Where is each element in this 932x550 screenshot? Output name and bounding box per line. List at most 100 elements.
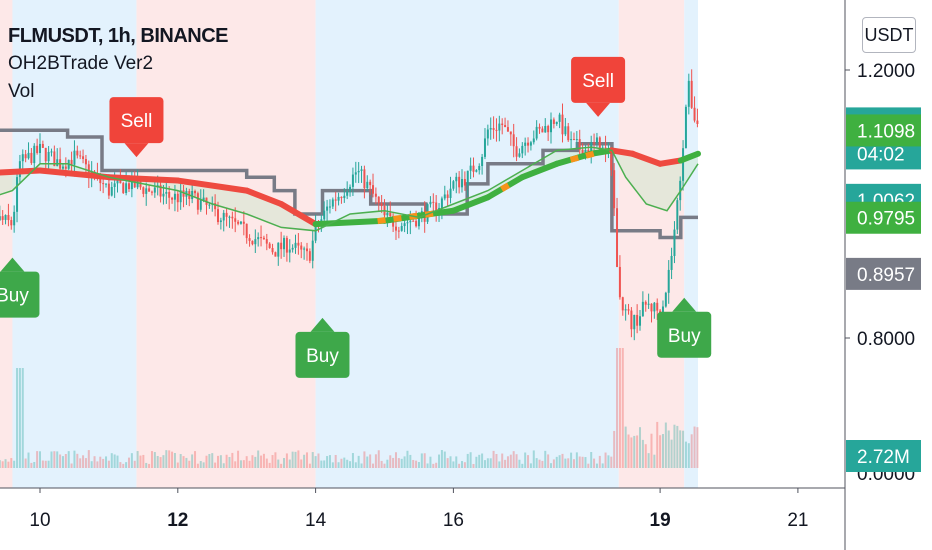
candle-body [349,186,352,192]
volume-bar [1,461,4,468]
candle-body [489,128,492,130]
candle-body [225,212,228,217]
candle-body [664,292,667,307]
candle-body [567,126,570,141]
candle-body [231,216,234,219]
volume-bar [323,460,326,468]
volume-bar [234,461,237,468]
volume-bar [593,458,596,468]
volume-bar [664,422,667,468]
volume-bar [598,455,601,468]
candle-body [41,143,44,148]
volume-bar [354,462,357,468]
candle-body [415,220,418,227]
volume-bar [16,368,19,468]
volume-bar [661,434,664,468]
sell-label: Sell [121,111,153,132]
volume-bar [268,462,271,468]
candle-body [0,216,1,221]
candle-body [498,123,501,131]
candle-body [486,129,489,139]
volume-bar [403,456,406,468]
volume-bar [478,454,481,468]
price-tag-1.1098: 1.1098 [846,114,921,147]
indicator-label-vol[interactable]: Vol [8,81,35,102]
volume-bar [113,454,116,468]
candle-body [110,186,113,196]
candle-body [311,240,314,261]
volume-bar [64,454,67,468]
candle-body [377,196,380,204]
volume-bar [417,462,420,468]
sell-signal: Sell [571,56,626,117]
volume-bar [489,458,492,468]
volume-bar [687,443,690,468]
candle-body [529,142,532,146]
volume-bar [438,454,441,468]
volume-bar [93,456,96,468]
volume-bar [222,463,225,468]
volume-bar [67,451,70,468]
volume-bar [343,457,346,468]
candle-body [440,198,443,208]
x-tick-label: 19 [650,510,671,531]
indicator-label-oh2btrade[interactable]: OH2BTrade Ver2 [8,53,154,74]
candle-body [202,197,205,201]
volume-bar [297,450,300,468]
volume-bar [564,458,567,468]
volume-bar [386,459,389,468]
volume-bar [185,457,188,468]
candle-body [621,297,624,311]
candle-body [627,309,630,311]
volume-bar [10,458,13,468]
candle-body [394,226,397,231]
volume-bar [561,453,564,468]
candle-body [196,193,199,210]
candle-body [153,187,156,193]
volume-bar [96,461,99,468]
candle-body [7,215,10,221]
volume-bar [684,441,687,468]
candle-body [515,146,518,157]
candle-body [595,137,598,143]
price-tag-value: 0.9795 [857,209,915,230]
slow-ma-segment [450,194,491,214]
volume-bar [202,462,205,468]
candle-body [30,152,33,164]
volume-bar [618,348,621,468]
currency-button[interactable]: USDT [862,17,916,53]
candle-body [650,303,653,312]
volume-bar [506,456,509,468]
candle-body [466,170,469,186]
volume-bar [440,450,443,468]
candle-body [687,80,690,107]
slow-ma-segment [278,201,319,228]
volume-bar [521,463,524,468]
volume-bar [570,452,573,468]
volume-bar [317,453,320,468]
volume-bar [199,461,202,468]
candle-body [176,193,179,203]
volume-bar [139,455,142,468]
volume-bar [690,434,693,468]
candle-body [518,153,521,157]
symbol-title[interactable]: FLMUSDT, 1h, BINANCE [8,25,229,47]
volume-bar [314,456,317,468]
slow-ma-segment [657,157,684,167]
candle-body [237,221,240,224]
candle-body [27,152,30,159]
candle-body [452,181,455,189]
volume-bar [518,459,521,468]
volume-bar [133,460,136,468]
candle-body [613,170,616,209]
candle-body [1,216,4,220]
candle-body [283,237,286,250]
volume-bar [211,453,214,468]
volume-bar [541,460,544,468]
volume-bar [446,458,449,468]
volume-bar [280,463,283,468]
volume-bar [449,456,452,468]
volume-bar [469,452,472,468]
